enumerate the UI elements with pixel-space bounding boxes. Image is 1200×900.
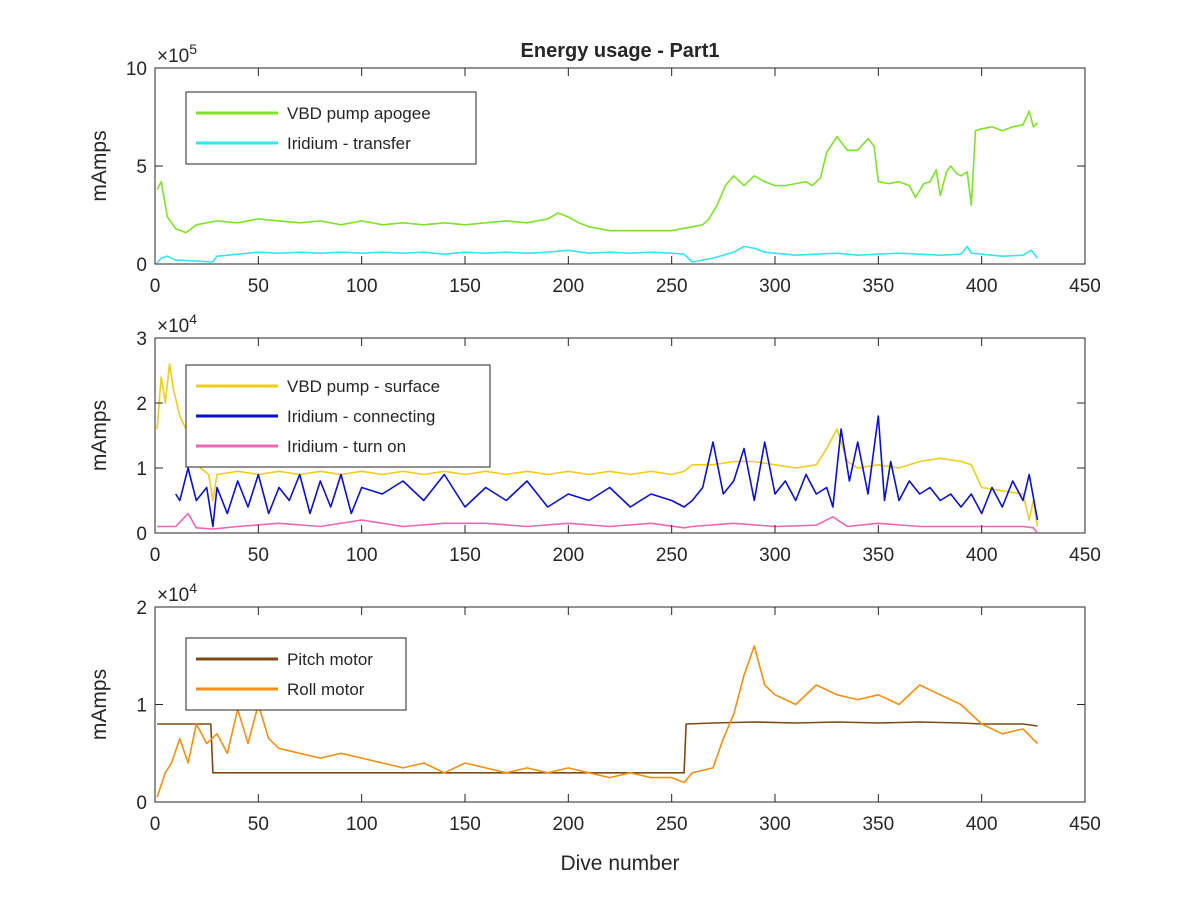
x-tick-label: 100	[346, 545, 378, 566]
legend: VBD pump - surface Iridium - connecting Ir…	[185, 364, 491, 468]
x-tick-label: 350	[862, 276, 894, 297]
y-tick-label: 5	[136, 157, 147, 178]
y-tick-label: 10	[126, 59, 147, 80]
y-tick-label: 0	[136, 524, 147, 545]
x-tick-label: 200	[552, 276, 584, 297]
legend: Pitch motor Roll motor	[185, 637, 407, 711]
subplot-1: 0 50 100 150 200 250 300 350 400 4500510×105mAmps…	[88, 41, 1101, 297]
x-tick-label: 50	[248, 545, 269, 566]
x-tick-label: 400	[966, 814, 998, 835]
y-axis-label: mAmps	[88, 130, 111, 201]
legend-label: Iridium - turn on	[287, 437, 406, 456]
exponent-base: ×10	[157, 316, 189, 337]
x-tick-label: 350	[862, 814, 894, 835]
y-tick-label: 1	[136, 459, 147, 480]
y-tick-label: 2	[136, 394, 147, 415]
exponent-power: 4	[189, 580, 197, 596]
series-line-iridium-connecting	[175, 415, 1039, 528]
legend-box	[185, 91, 477, 165]
x-tick-label: 0	[150, 545, 161, 566]
x-tick-label: 150	[449, 545, 481, 566]
series-layer	[156, 110, 1039, 264]
subplot-3: 0 50 100 150 200 250 300 350 400 450 0 1 2 ×104 mAmps P…	[88, 580, 1101, 835]
series-line-pitch-motor	[157, 721, 1038, 774]
series-layer	[156, 645, 1039, 798]
x-tick-label: 50	[248, 276, 269, 297]
x-tick-label: 350	[862, 545, 894, 566]
x-tick-label: 50	[248, 814, 269, 835]
x-tick-label: 450	[1069, 545, 1101, 566]
legend-box	[185, 637, 407, 711]
x-tick-label: 250	[656, 814, 688, 835]
legend: VBD pump apogee Iridium - transfer	[185, 91, 477, 165]
legend-label: Iridium - transfer	[287, 134, 411, 153]
x-tick-label: 250	[656, 276, 688, 297]
x-tick-label: 300	[759, 545, 791, 566]
x-tick-label: 450	[1069, 814, 1101, 835]
x-tick-label: 100	[346, 814, 378, 835]
legend-label: VBD pump - surface	[287, 377, 440, 396]
legend-label: Pitch motor	[287, 650, 373, 669]
y-axis-label: mAmps	[88, 669, 111, 740]
subplot-2: 0 50 100 150 200 250 300 350 400 450 0 1 2 3 ×104 mAmps…	[88, 311, 1101, 566]
exponent-base: ×10	[157, 46, 189, 67]
x-tick-label: 150	[449, 276, 481, 297]
x-tick-label: 400	[966, 276, 998, 297]
y-tick-label: 2	[136, 598, 147, 619]
x-tick-label: 300	[759, 814, 791, 835]
series-line-roll-motor	[156, 645, 1039, 798]
series-line-vbd-pump-apogee	[156, 110, 1039, 234]
x-tick-label: 200	[552, 814, 584, 835]
y-tick-label: 1	[136, 696, 147, 717]
series-line-vbd-pump-surface	[156, 363, 1039, 527]
y-tick-label: 0	[136, 793, 147, 814]
legend-label: Iridium - connecting	[287, 407, 435, 426]
y-tick-label: 0	[136, 255, 147, 276]
x-tick-label: 300	[759, 276, 791, 297]
legend-label: Roll motor	[287, 680, 365, 699]
exponent-power: 5	[189, 41, 197, 57]
x-tick-label: 0	[150, 814, 161, 835]
legend-label: VBD pump apogee	[287, 104, 431, 123]
x-tick-label: 100	[346, 276, 378, 297]
y-axis-exponent: ×104	[157, 311, 197, 337]
y-tick-label: 3	[136, 329, 147, 350]
exponent-power: 4	[189, 311, 197, 327]
figure-title: Energy usage - Part1	[521, 40, 720, 62]
y-axis-label: mAmps	[88, 400, 111, 471]
x-tick-label: 250	[656, 545, 688, 566]
x-tick-label: 150	[449, 814, 481, 835]
x-tick-label: 450	[1069, 276, 1101, 297]
y-axis-exponent: ×105	[157, 41, 197, 67]
series-layer	[156, 363, 1039, 533]
exponent-base: ×10	[157, 585, 189, 606]
x-tick-label: 200	[552, 545, 584, 566]
series-line-iridium-turn-on	[157, 512, 1039, 533]
y-axis-exponent: ×104	[157, 580, 197, 606]
x-tick-label: 0	[150, 276, 161, 297]
series-line-iridium-transfer	[156, 245, 1039, 264]
x-tick-label: 400	[966, 545, 998, 566]
x-axis-label: Dive number	[560, 852, 679, 875]
